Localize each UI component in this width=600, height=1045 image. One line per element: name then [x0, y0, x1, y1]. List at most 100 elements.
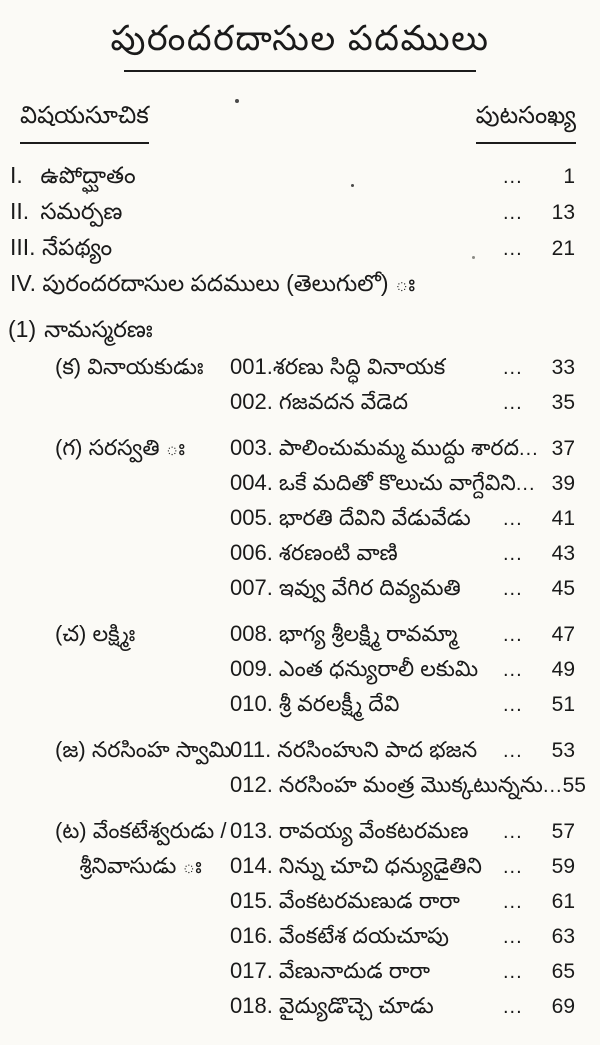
entry-label: పురందరదాసుల పదములు (తెలుగులో) ః [42, 270, 416, 296]
song-row: 007. ఇవ్వు వేగిర దివ్యమతి ... 45 [0, 575, 600, 610]
page-number: 35 [551, 391, 575, 414]
song-row: (గ) సరస్వతి ః 003. పాలించుమమ్మ ముద్దు శా… [0, 435, 600, 470]
song-title: 004. ఒకే మదితో కొలుచు వాగ్దేవిని [230, 470, 516, 495]
song-row: 016. వేంకటేశ దయచూపు ... 63 [0, 923, 600, 958]
page-number: 47 [551, 623, 575, 646]
song-group-label: (ట) వేంకటేశ్వరుడు / [55, 818, 227, 843]
contents-heading: విషయసూచిక [20, 102, 149, 144]
song-row: (జ) నరసింహ స్వామి 011. నరసింహుని పాద భజన… [0, 737, 600, 772]
song-title: 017. వేణునాదుడ రారా [230, 958, 430, 983]
dot-leader: ... [503, 891, 523, 913]
song-title: 013. రావయ్య వేంకటరమణ [230, 818, 469, 843]
dot-leader: ... [503, 996, 523, 1018]
dot-leader: ... [519, 438, 539, 460]
section-title: నామస్మరణః [44, 316, 153, 342]
song-title: 011. నరసింహుని పాద భజన [230, 737, 478, 762]
page-number: 43 [551, 542, 575, 565]
front-matter-row: III. నేపథ్యం ... 21 [0, 234, 600, 270]
entry-label: ఉపోద్ఘాతం [40, 162, 136, 188]
dot-leader: ... [503, 392, 523, 414]
dot-leader: ... [503, 202, 523, 224]
dot-leader: ... [503, 578, 523, 600]
dot-leader: ... [503, 508, 523, 530]
song-row: (క) వినాయకుడుః 001.శరణు సిద్ధి వినాయక ..… [0, 354, 600, 389]
song-title: 003. పాలించుమమ్మ ముద్దు శారద [230, 435, 520, 460]
page-number: 51 [551, 693, 575, 716]
song-group-label: (క) వినాయకుడుః [55, 354, 204, 379]
song-row: (ట) వేంకటేశ్వరుడు / 013. రావయ్య వేంకటరమణ… [0, 818, 600, 853]
song-title: 014. నిన్ను చూచి ధన్యుడైతిని [230, 853, 482, 878]
song-group-label: శ్రీనివాసుడు ః [55, 853, 202, 878]
dot-leader: ... [503, 166, 523, 188]
dot-leader: ... [503, 821, 523, 843]
section-number: (1) [8, 316, 37, 342]
song-row: 006. శరణంటి వాణి ... 43 [0, 540, 600, 575]
title-underline [124, 70, 476, 72]
song-row: 012. నరసింహ మంత్ర మొక్కటున్నను ... 55 [0, 772, 600, 807]
song-row: 002. గజవదన వేడెద ... 35 [0, 389, 600, 424]
song-title: 012. నరసింహ మంత్ర మొక్కటున్నను [230, 772, 543, 797]
song-row: 015. వేంకటరమణుడ రారా ... 61 [0, 888, 600, 923]
song-title: 001.శరణు సిద్ధి వినాయక [230, 354, 446, 379]
page-number: 57 [551, 820, 575, 843]
song-group-label: (గ) సరస్వతి ః [55, 435, 186, 460]
page-number: 21 [551, 237, 575, 260]
scan-speck [235, 99, 239, 103]
dot-leader: ... [503, 856, 523, 878]
roman-numeral: IV. [10, 270, 37, 296]
song-row: శ్రీనివాసుడు ః 014. నిన్ను చూచి ధన్యుడైత… [0, 853, 600, 888]
page-number: 13 [551, 201, 575, 224]
song-group-label: (చ) లక్ష్మిః [55, 621, 136, 646]
dot-leader: ... [503, 740, 523, 762]
page-number: 41 [551, 507, 575, 530]
dot-leader: ... [503, 694, 523, 716]
page-number: 49 [551, 658, 575, 681]
page-number: 39 [551, 472, 575, 495]
section-heading: (1) నామస్మరణః [0, 316, 600, 350]
roman-numeral: I. [10, 162, 23, 188]
roman-numeral: III. [10, 234, 36, 260]
song-title: 005. భారతి దేవిని వేడువేడు [230, 505, 471, 530]
page-number: 37 [551, 437, 575, 460]
front-matter-row: IV. పురందరదాసుల పదములు (తెలుగులో) ః [0, 270, 600, 306]
dot-leader: ... [515, 473, 536, 495]
page-number: 61 [551, 890, 575, 913]
page-number: 1 [563, 165, 575, 188]
song-title: 016. వేంకటేశ దయచూపు [230, 923, 449, 948]
song-title: 008. భాగ్య శ్రీలక్ష్మి రావమ్మా [230, 621, 458, 646]
dot-leader: ... [503, 238, 523, 260]
page-number: 59 [551, 855, 575, 878]
scan-speck [351, 184, 354, 187]
song-row: 017. వేణునాదుడ రారా ... 65 [0, 958, 600, 993]
front-matter-row: I. ఉపోద్ఘాతం ... 1 [0, 162, 600, 198]
dot-leader: ... [503, 926, 523, 948]
page-title: పురందరదాసుల పదములు [110, 19, 490, 58]
song-row: 010. శ్రీ వరలక్ష్మీ దేవి ... 51 [0, 691, 600, 726]
song-row: 009. ఎంత ధన్యురాలీ లకుమి ... 49 [0, 656, 600, 691]
front-matter-row: II. సమర్పణ ... 13 [0, 198, 600, 234]
page-number: 55 [562, 774, 586, 797]
song-title: 007. ఇవ్వు వేగిర దివ్యమతి [230, 575, 461, 600]
song-title: 010. శ్రీ వరలక్ష్మీ దేవి [230, 691, 400, 716]
song-group-label: (జ) నరసింహ స్వామి [55, 737, 232, 762]
entry-label: నేపథ్యం [41, 234, 113, 260]
page-number: 63 [551, 925, 575, 948]
song-title: 006. శరణంటి వాణి [230, 540, 398, 565]
song-list: (క) వినాయకుడుః 001.శరణు సిద్ధి వినాయక ..… [0, 354, 600, 1028]
song-title: 018. వైద్యుడొచ్చె చూడు [230, 993, 434, 1018]
front-matter-list: I. ఉపోద్ఘాతం ... 1 II. సమర్పణ ... 13 III… [0, 162, 600, 306]
page-number: 33 [551, 356, 575, 379]
dot-leader: ... [503, 543, 523, 565]
toc-header: విషయసూచిక పుటసంఖ్య [20, 102, 576, 144]
page-number: 69 [551, 995, 575, 1018]
song-row: 004. ఒకే మదితో కొలుచు వాగ్దేవిని ... 39 [0, 470, 600, 505]
page-number: 53 [551, 739, 575, 762]
page-number: 45 [551, 577, 575, 600]
dot-leader: ... [503, 659, 523, 681]
page-number-heading: పుటసంఖ్య [475, 102, 576, 144]
song-row: (చ) లక్ష్మిః 008. భాగ్య శ్రీలక్ష్మి రావమ… [0, 621, 600, 656]
page-number: 65 [551, 960, 575, 983]
song-row: 018. వైద్యుడొచ్చె చూడు ... 69 [0, 993, 600, 1028]
entry-label: సమర్పణ [40, 198, 123, 224]
